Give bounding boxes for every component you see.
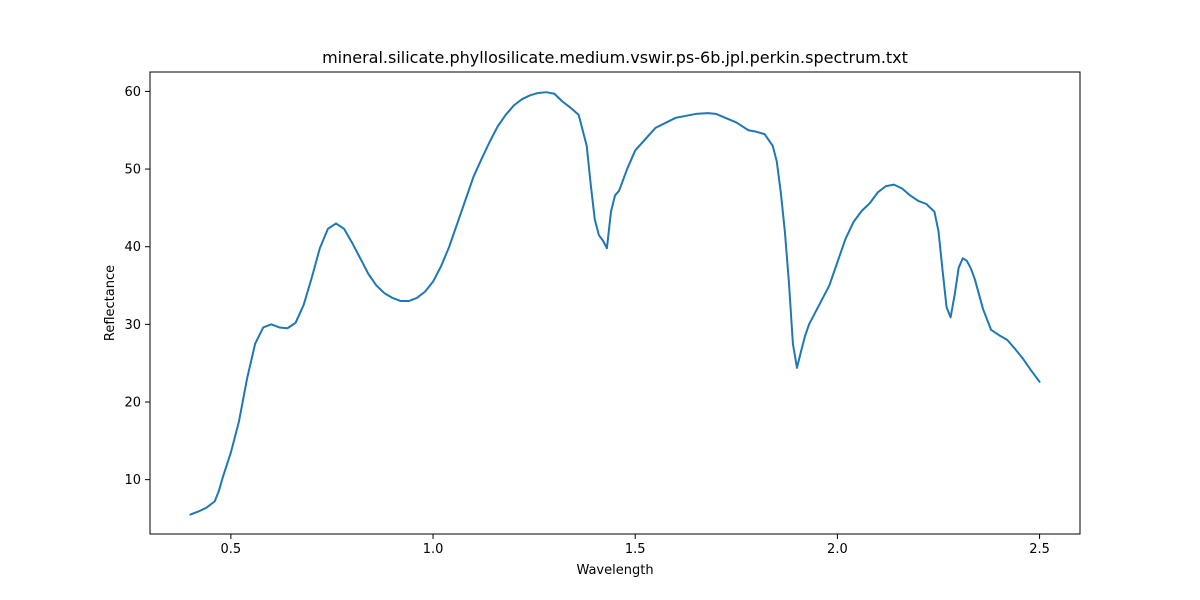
y-axis-ticks: 10 20 30 40 50 60 xyxy=(124,85,150,488)
x-tick-label: 2.0 xyxy=(827,542,848,557)
x-tick-label: 1.0 xyxy=(423,542,444,557)
y-tick-label: 50 xyxy=(124,163,141,178)
x-tick-label: 1.5 xyxy=(625,542,646,557)
plot-area xyxy=(150,72,1080,534)
y-tick-label: 40 xyxy=(124,240,141,255)
series-layer xyxy=(189,91,1041,516)
x-tick-label: 0.5 xyxy=(221,542,242,557)
y-tick-label: 10 xyxy=(124,473,141,488)
y-tick-label: 20 xyxy=(124,396,141,411)
series-line xyxy=(189,91,1041,516)
x-tick-label: 2.5 xyxy=(1029,542,1050,557)
axes-frame xyxy=(149,71,1081,535)
x-axis-ticks: 0.5 1.0 1.5 2.0 2.5 xyxy=(221,534,1050,557)
y-axis-label: Reflectance xyxy=(103,265,118,341)
chart-title: mineral.silicate.phyllosilicate.medium.v… xyxy=(322,48,908,67)
x-axis-label: Wavelength xyxy=(576,563,653,578)
y-tick-label: 30 xyxy=(124,318,141,333)
y-tick-label: 60 xyxy=(124,85,141,100)
